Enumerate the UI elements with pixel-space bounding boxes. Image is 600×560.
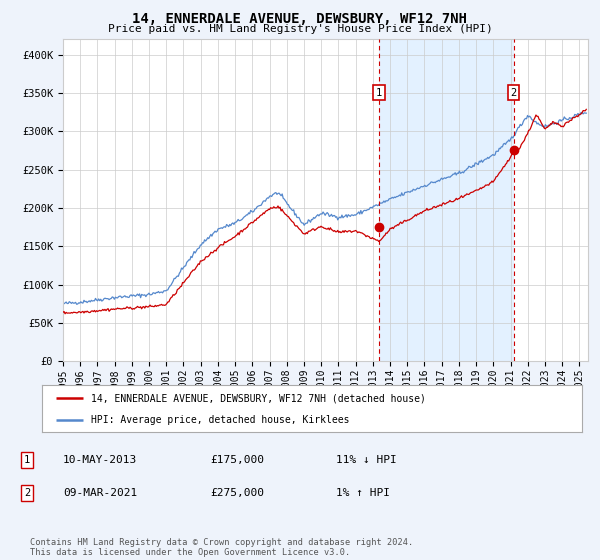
Text: 2: 2 — [511, 88, 517, 98]
Text: 14, ENNERDALE AVENUE, DEWSBURY, WF12 7NH (detached house): 14, ENNERDALE AVENUE, DEWSBURY, WF12 7NH… — [91, 393, 425, 403]
Text: 14, ENNERDALE AVENUE, DEWSBURY, WF12 7NH: 14, ENNERDALE AVENUE, DEWSBURY, WF12 7NH — [133, 12, 467, 26]
Text: Contains HM Land Registry data © Crown copyright and database right 2024.
This d: Contains HM Land Registry data © Crown c… — [30, 538, 413, 557]
Text: 1: 1 — [24, 455, 30, 465]
Text: HPI: Average price, detached house, Kirklees: HPI: Average price, detached house, Kirk… — [91, 416, 349, 426]
Bar — [379, 39, 514, 361]
Text: 09-MAR-2021: 09-MAR-2021 — [63, 488, 137, 498]
Text: 1% ↑ HPI: 1% ↑ HPI — [336, 488, 390, 498]
Text: 10-MAY-2013: 10-MAY-2013 — [63, 455, 137, 465]
Text: 1: 1 — [376, 88, 382, 98]
Text: £275,000: £275,000 — [210, 488, 264, 498]
Text: £175,000: £175,000 — [210, 455, 264, 465]
Text: 11% ↓ HPI: 11% ↓ HPI — [336, 455, 397, 465]
Text: 2: 2 — [24, 488, 30, 498]
Text: Price paid vs. HM Land Registry's House Price Index (HPI): Price paid vs. HM Land Registry's House … — [107, 24, 493, 34]
